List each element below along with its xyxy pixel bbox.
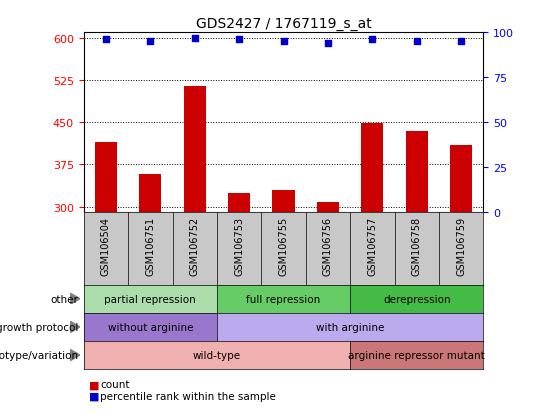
Text: GSM106756: GSM106756 xyxy=(323,216,333,275)
Bar xyxy=(184,86,206,213)
Text: other: other xyxy=(50,294,78,304)
Bar xyxy=(228,193,250,213)
Point xyxy=(235,37,244,43)
Text: without arginine: without arginine xyxy=(107,322,193,332)
Point xyxy=(102,37,110,43)
Polygon shape xyxy=(70,321,80,333)
Text: genotype/variation: genotype/variation xyxy=(0,350,78,360)
Polygon shape xyxy=(70,349,80,361)
Point xyxy=(413,39,421,45)
Bar xyxy=(406,131,428,213)
Text: GSM106757: GSM106757 xyxy=(367,216,377,275)
Text: derepression: derepression xyxy=(383,294,450,304)
Text: partial repression: partial repression xyxy=(104,294,196,304)
Text: GSM106752: GSM106752 xyxy=(190,216,200,275)
Text: GSM106751: GSM106751 xyxy=(145,216,156,275)
Text: wild-type: wild-type xyxy=(193,350,241,360)
Text: GSM106504: GSM106504 xyxy=(101,216,111,275)
Text: arginine repressor mutant: arginine repressor mutant xyxy=(348,350,485,360)
Bar xyxy=(139,175,161,213)
Point xyxy=(457,39,465,45)
Point xyxy=(323,40,332,47)
Text: full repression: full repression xyxy=(246,294,321,304)
Text: count: count xyxy=(100,380,130,389)
Text: percentile rank within the sample: percentile rank within the sample xyxy=(100,391,276,401)
Text: GSM106755: GSM106755 xyxy=(279,216,288,275)
Text: ■: ■ xyxy=(89,391,99,401)
Point xyxy=(191,35,199,42)
Text: ■: ■ xyxy=(89,380,99,389)
Text: with arginine: with arginine xyxy=(316,322,384,332)
Bar xyxy=(95,142,117,213)
Bar xyxy=(361,124,383,213)
Title: GDS2427 / 1767119_s_at: GDS2427 / 1767119_s_at xyxy=(195,17,372,31)
Text: GSM106758: GSM106758 xyxy=(411,216,422,275)
Bar xyxy=(272,190,295,213)
Polygon shape xyxy=(70,293,80,305)
Text: GSM106759: GSM106759 xyxy=(456,216,466,275)
Point xyxy=(279,39,288,45)
Point xyxy=(146,39,154,45)
Bar xyxy=(317,203,339,213)
Bar xyxy=(450,145,472,213)
Text: GSM106753: GSM106753 xyxy=(234,216,244,275)
Text: growth protocol: growth protocol xyxy=(0,322,78,332)
Point xyxy=(368,37,376,43)
